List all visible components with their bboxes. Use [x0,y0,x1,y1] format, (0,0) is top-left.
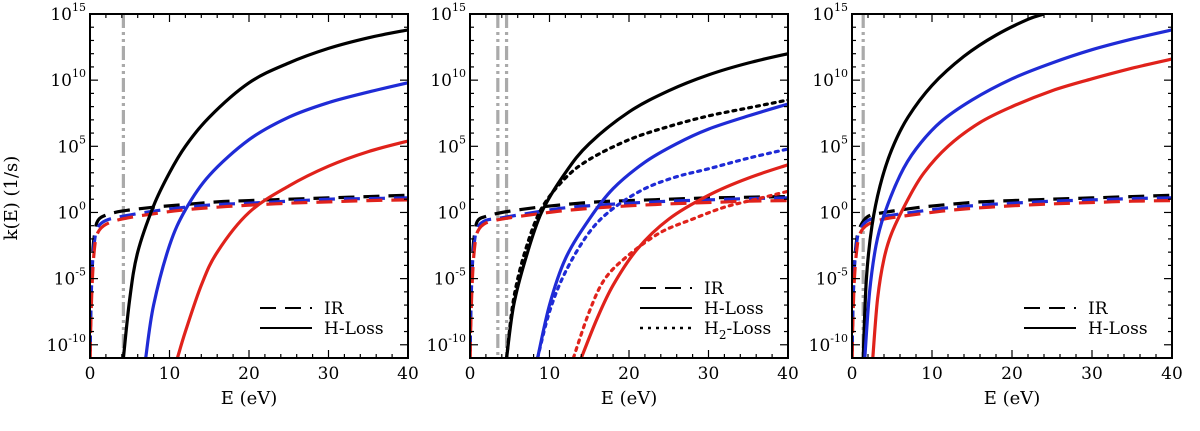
x-tick-label: 20 [238,364,260,384]
x-axis-title: E (eV) [984,388,1041,409]
y-tick-label: 1015 [430,1,466,25]
y-tick-label: 100 [57,199,86,223]
series-line [536,102,788,358]
panel-left: 0 10 20 30 40 1015 1010 105 100 10-5 10-10 E (eV) IR… [47,1,419,409]
y-tick-label: 100 [437,199,466,223]
legend-label: IR [324,299,345,319]
legend-label: H-Loss [704,299,764,319]
series-line [536,147,788,358]
series-line [144,81,408,358]
series-line [571,189,788,358]
series-line [861,14,1045,358]
x-tick-label: 30 [698,364,720,384]
panel-middle: 0 10 20 30 40 1015 1010 105 100 10-5 10-10 E (eV) IR… [427,1,799,409]
series-line [505,98,788,358]
y-tick-label: 10-5 [54,266,86,290]
series-line [90,196,408,352]
x-tick-label: 40 [397,364,419,384]
y-tick-label: 1010 [812,67,848,91]
legend-label: H-Loss [324,319,384,339]
series-line [90,198,408,358]
y-tick-label: 10-10 [809,332,848,356]
x-tick-label: 10 [539,364,561,384]
x-tick-label: 30 [1081,364,1103,384]
y-tick-label: 1010 [50,67,86,91]
x-tick-label: 30 [318,364,340,384]
y-tick-label: 1015 [50,1,86,25]
plot-frame [851,13,1173,359]
x-tick-label: 20 [618,364,640,384]
series-line [579,163,788,358]
series-line [863,28,1172,358]
y-tick-label: 10-10 [47,332,86,356]
series-line [852,196,1172,352]
x-tick-label: 10 [159,364,181,384]
series-line [505,52,788,358]
x-axis-title: E (eV) [221,388,278,409]
y-tick-label: 105 [819,133,848,157]
y-tick-label: 105 [57,133,86,157]
y-tick-label: 1015 [812,1,848,25]
legend-label: IR [1088,299,1109,319]
y-tick-label: 10-5 [816,266,848,290]
series-line [852,193,1172,352]
y-tick-label: 105 [437,133,466,157]
x-tick-label: 20 [1001,364,1023,384]
x-tick-label: 0 [847,364,858,384]
series-line [470,196,788,352]
x-tick-label: 10 [921,364,943,384]
legend-label: H2-Loss [704,319,771,342]
y-tick-label: 1010 [430,67,466,91]
y-axis-title: k(E) (1/s) [1,156,22,241]
series-line [852,199,1172,358]
x-tick-label: 0 [465,364,476,384]
series-line [121,28,408,358]
series-line [175,139,408,358]
series-line [871,57,1172,358]
x-tick-label: 40 [1161,364,1183,384]
legend-label: IR [704,279,725,299]
y-tick-label: 100 [819,199,848,223]
y-tick-label: 10-10 [427,332,466,356]
x-axis-title: E (eV) [601,388,658,409]
x-tick-label: 0 [85,364,96,384]
panel-right: 0 10 20 30 40 1015 1010 105 100 10-5 10-10 E (eV) IR… [809,1,1183,409]
legend-label: H-Loss [1088,319,1148,339]
plot-frame [89,13,409,359]
y-tick-label: 10-5 [434,266,466,290]
x-tick-label: 40 [777,364,799,384]
